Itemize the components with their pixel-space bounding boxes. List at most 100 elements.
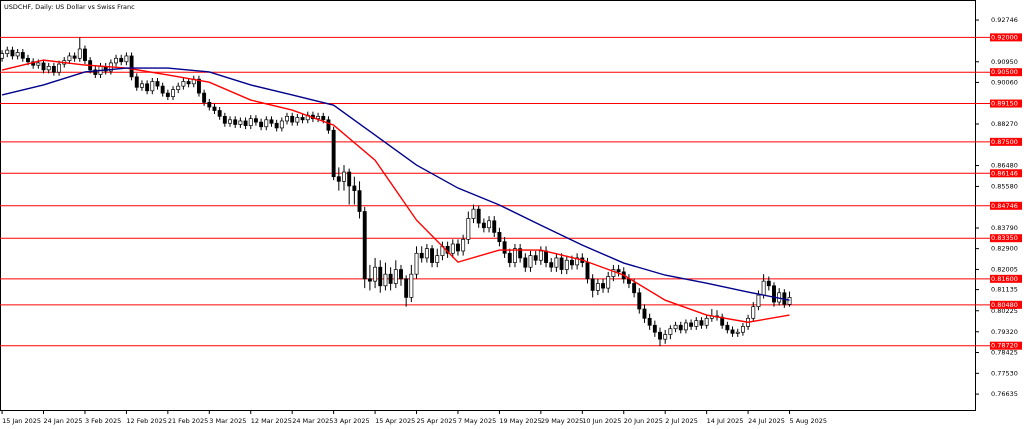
candle-body	[186, 81, 191, 85]
candle-body	[694, 320, 699, 327]
candle-body	[243, 120, 248, 126]
candle-body	[77, 48, 82, 59]
candle-body	[471, 208, 476, 219]
candle-body	[155, 81, 160, 87]
level-label-bg	[990, 169, 1022, 178]
y-tick-label: 0.80225	[991, 307, 1018, 315]
candle-body	[367, 278, 372, 282]
x-tick-label: 3 Feb 2025	[85, 417, 121, 425]
candle-body	[373, 266, 378, 282]
x-tick-label: 21 Feb 2025	[168, 417, 208, 425]
y-tick-label: 0.81135	[991, 286, 1018, 294]
candle-body	[212, 106, 217, 111]
level-label-bg	[990, 341, 1022, 350]
candle-body	[507, 252, 512, 263]
candle-body	[362, 211, 367, 280]
candle-body	[518, 248, 523, 259]
level-label: 0.90500	[991, 68, 1018, 76]
candle-body	[114, 57, 118, 64]
candle-body	[290, 115, 295, 123]
candle-body	[83, 48, 87, 61]
candle-body	[238, 120, 243, 125]
candle-body	[683, 322, 688, 331]
x-tick-label: 3 Mar 2025	[209, 417, 246, 425]
candle-body	[766, 280, 771, 287]
x-tick-label: 15 Jan 2025	[2, 417, 41, 425]
candle-body	[119, 57, 124, 63]
candle-body	[497, 232, 502, 243]
candle-body	[181, 81, 186, 87]
candle-body	[533, 255, 538, 261]
y-tick-label: 0.82005	[991, 265, 1018, 273]
x-tick-label: 2 Jul 2025	[665, 417, 698, 425]
y-tick-label: 0.90950	[991, 58, 1018, 66]
candle-body	[295, 117, 300, 123]
level-label-bg	[990, 33, 1022, 42]
candle-body	[253, 118, 258, 123]
y-tick-label: 0.79320	[991, 328, 1018, 336]
candle-body	[523, 257, 528, 268]
candle-body	[0, 53, 5, 59]
candle-body	[554, 257, 559, 268]
candle-body	[756, 294, 761, 308]
x-tick-label: 15 Apr 2025	[375, 417, 415, 425]
candle-body	[456, 243, 460, 252]
level-label: 0.92000	[991, 33, 1018, 41]
x-tick-label: 12 Feb 2025	[126, 417, 166, 425]
candle-body	[399, 269, 403, 280]
candle-body	[326, 119, 331, 131]
candle-body	[72, 55, 77, 59]
candle-body	[751, 306, 756, 319]
candle-body	[647, 317, 652, 326]
x-tick-label: 29 May 2025	[541, 417, 583, 425]
level-label: 0.84746	[991, 202, 1018, 210]
candle-body	[67, 55, 72, 61]
candle-body	[331, 129, 336, 178]
candle-body	[347, 171, 352, 187]
candle-body	[689, 322, 694, 327]
candle-body	[285, 115, 289, 122]
y-tick-label: 0.85580	[991, 182, 1018, 190]
candle-body	[513, 248, 517, 263]
candle-body	[481, 222, 486, 229]
candle-body	[15, 52, 20, 57]
candle-body	[569, 259, 574, 266]
y-tick-label: 0.88270	[991, 120, 1018, 128]
candle-body	[207, 102, 212, 108]
x-tick-label: 19 May 2025	[499, 417, 541, 425]
candle-body	[171, 89, 175, 97]
x-tick-label: 7 May 2025	[458, 417, 496, 425]
candle-body	[165, 92, 170, 97]
y-tick-label: 0.83790	[991, 224, 1018, 232]
candle-body	[642, 308, 647, 319]
y-tick-label: 0.76635	[991, 390, 1018, 398]
x-tick-label: 24 Jan 2025	[44, 417, 83, 425]
candle-body	[616, 269, 621, 273]
candle-body	[279, 120, 284, 129]
candle-body	[595, 283, 600, 291]
candle-body	[196, 78, 201, 94]
x-tick-label: 10 Jun 2025	[582, 417, 621, 425]
candle-body	[300, 117, 305, 121]
level-label: 0.87500	[991, 138, 1018, 146]
candle-body	[176, 85, 181, 90]
candle-body	[404, 278, 409, 298]
candle-body	[549, 262, 554, 268]
candle-body	[678, 324, 683, 331]
candle-body	[217, 110, 222, 117]
level-label: 0.80480	[991, 301, 1018, 309]
candle-body	[150, 81, 155, 92]
candle-body	[378, 266, 383, 287]
x-tick-label: 20 Jun 2025	[624, 417, 663, 425]
y-tick-label: 0.78425	[991, 349, 1018, 357]
candle-body	[606, 276, 611, 289]
candle-body	[538, 250, 543, 261]
candle-body	[160, 85, 165, 94]
candle-body	[787, 297, 792, 305]
x-tick-label: 14 Jul 2025	[707, 417, 744, 425]
candle-body	[321, 115, 326, 121]
candle-body	[134, 76, 139, 88]
candle-body	[316, 115, 321, 119]
candle-body	[564, 259, 569, 270]
